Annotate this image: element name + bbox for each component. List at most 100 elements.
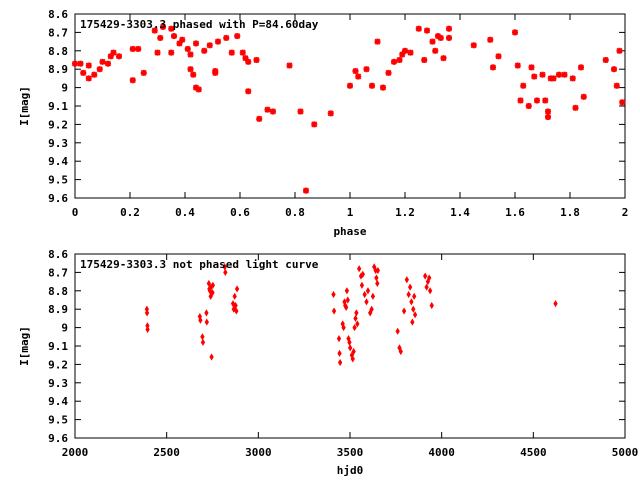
data-point (611, 66, 617, 73)
data-point (556, 71, 562, 78)
data-point (421, 57, 428, 63)
data-point (427, 274, 432, 282)
unphased-x-tick-label: 5000 (612, 446, 639, 459)
data-point (396, 57, 403, 63)
data-point (542, 97, 549, 104)
data-point (303, 187, 309, 194)
data-point (91, 71, 98, 78)
data-point (409, 298, 414, 306)
data-point (525, 103, 532, 109)
data-point (545, 108, 551, 115)
phased-y-tick-label: 9.5 (48, 174, 68, 187)
data-point (77, 60, 84, 67)
unphased-x-tick-label: 2500 (153, 446, 180, 459)
data-point (234, 285, 240, 293)
data-point (129, 77, 136, 84)
data-point (375, 279, 380, 288)
data-point (380, 84, 386, 91)
phased-x-tick-label: 1.8 (560, 206, 580, 219)
data-point (401, 307, 407, 315)
data-point (233, 301, 238, 310)
data-point (215, 38, 221, 45)
data-point (168, 25, 175, 32)
data-point (140, 69, 147, 76)
data-point (424, 27, 430, 34)
unphased-x-axis-title: hjd0 (337, 464, 364, 477)
data-point (184, 45, 191, 52)
data-point (427, 287, 433, 295)
phased-x-tick-label: 1.6 (505, 206, 525, 219)
data-point (613, 82, 620, 89)
data-point (110, 49, 117, 56)
data-point (129, 45, 136, 52)
data-point (179, 36, 186, 43)
data-point (344, 287, 350, 295)
phased-x-tick-label: 1 (347, 206, 354, 219)
phased-y-tick-label: 8.6 (48, 8, 68, 21)
phased-plot-frame (74, 13, 626, 199)
data-point (195, 86, 202, 93)
data-point (331, 290, 336, 299)
data-point (616, 47, 623, 54)
unphased-y-tick-label: 8.7 (48, 266, 68, 279)
data-point (353, 314, 358, 322)
phased-x-tick-label: 0.6 (230, 206, 250, 219)
data-point (534, 97, 540, 104)
unphased-y-tick-label: 8.6 (48, 248, 68, 261)
phased-y-tick-label: 9.1 (48, 100, 68, 113)
data-point (398, 347, 403, 356)
data-point (352, 68, 359, 75)
data-point (264, 106, 271, 113)
data-point (415, 25, 422, 32)
unphased-y-tick-label: 9.5 (48, 414, 68, 427)
data-point (410, 318, 415, 326)
data-point (253, 57, 260, 63)
data-point (72, 60, 78, 67)
data-point (578, 64, 584, 71)
data-point (369, 82, 375, 89)
data-point (212, 69, 219, 76)
unphased-y-axis-title: I[mag] (18, 326, 31, 366)
phased-x-tick-label: 0 (72, 206, 79, 219)
data-point (234, 33, 241, 40)
phased-data-series (72, 23, 626, 194)
data-point (602, 57, 609, 63)
phased-x-tick-label: 0.2 (120, 206, 140, 219)
data-point (446, 25, 452, 32)
data-point (404, 276, 409, 284)
data-point (347, 82, 353, 89)
data-point (256, 115, 263, 122)
data-point (402, 47, 408, 54)
data-point (354, 309, 359, 317)
data-point (337, 358, 343, 367)
unphased-x-tick-label: 4500 (520, 446, 547, 459)
data-point (157, 34, 164, 41)
data-point (495, 53, 502, 60)
data-point (512, 29, 518, 36)
data-point (327, 110, 334, 117)
data-point (355, 320, 360, 328)
data-point (116, 53, 122, 60)
data-point (154, 49, 161, 56)
phased-y-tick-label: 8.8 (48, 45, 68, 58)
data-point (355, 73, 362, 80)
data-point (228, 49, 235, 56)
unphased-x-tick-label: 3500 (337, 446, 364, 459)
data-point (144, 309, 150, 317)
data-point (580, 93, 587, 100)
data-point (572, 104, 579, 111)
data-point (411, 305, 416, 313)
data-point (168, 49, 175, 56)
data-point (375, 266, 381, 275)
data-point (374, 274, 379, 282)
phased-y-tick-label: 9 (61, 82, 68, 95)
phased-x-tick-label: 0.4 (175, 206, 195, 219)
data-point (286, 62, 293, 69)
data-point (545, 114, 551, 121)
data-point (209, 353, 214, 361)
phased-x-tick-label: 2 (622, 206, 629, 219)
data-point (363, 66, 370, 73)
data-point (80, 69, 87, 76)
data-point (187, 51, 194, 58)
